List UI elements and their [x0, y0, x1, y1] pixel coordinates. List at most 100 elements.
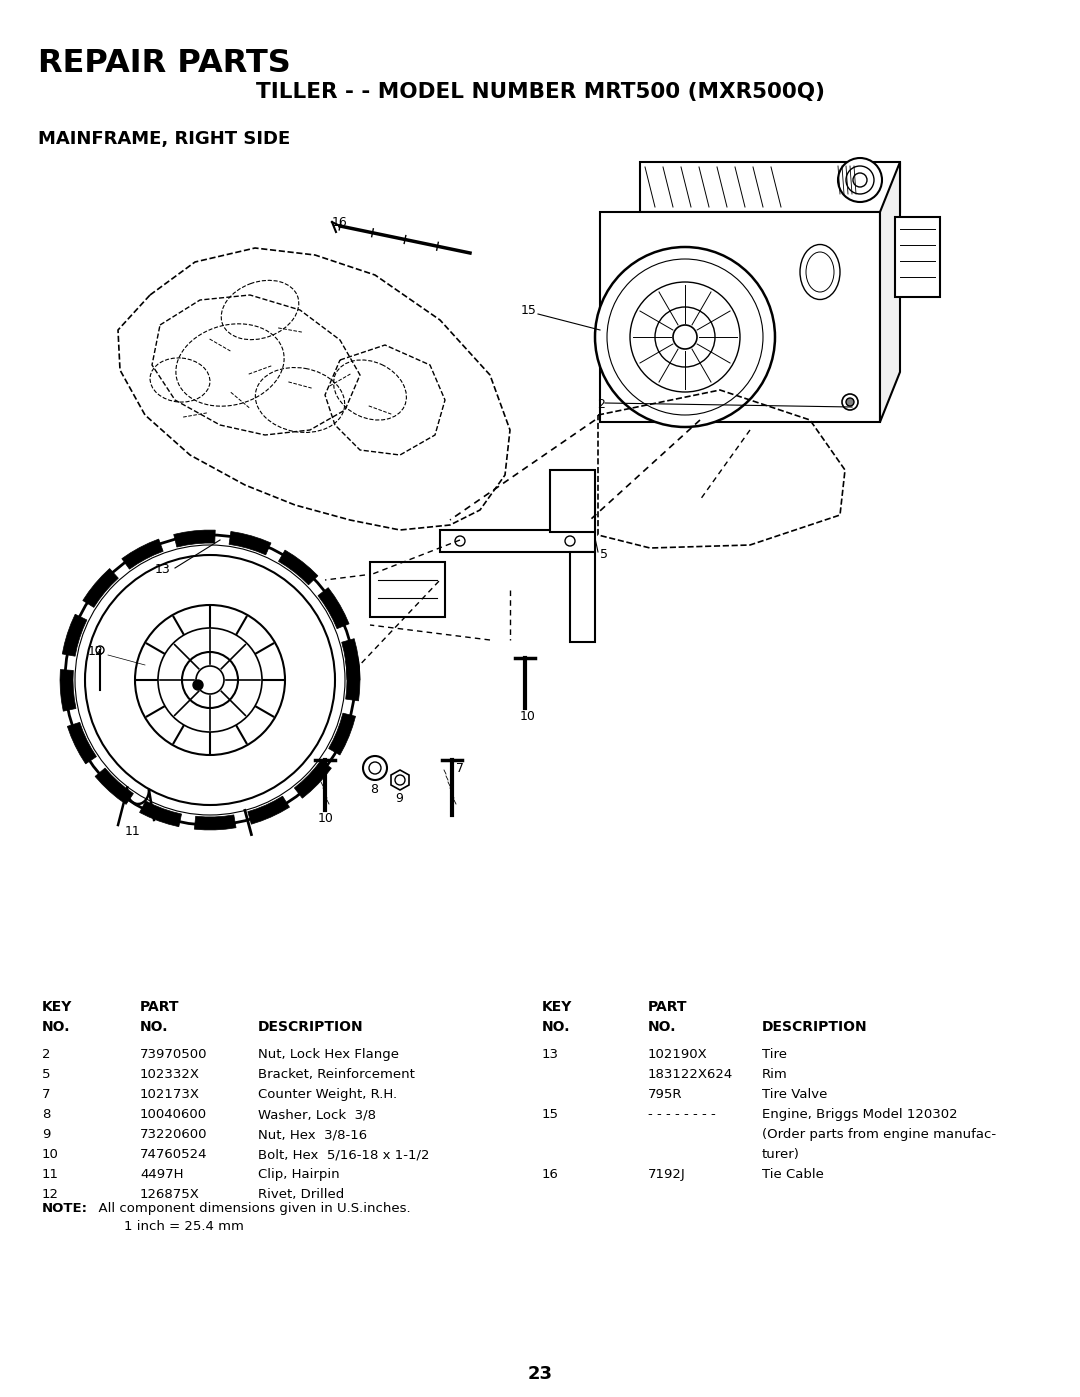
- Text: 10: 10: [42, 1148, 59, 1161]
- Text: 73970500: 73970500: [140, 1048, 207, 1060]
- Circle shape: [96, 645, 104, 654]
- Polygon shape: [139, 800, 181, 827]
- Text: 102173X: 102173X: [140, 1088, 200, 1101]
- Circle shape: [595, 247, 775, 427]
- Text: Nut, Lock Hex Flange: Nut, Lock Hex Flange: [258, 1048, 399, 1060]
- Polygon shape: [67, 722, 96, 764]
- Circle shape: [85, 555, 335, 805]
- Text: Tire Valve: Tire Valve: [762, 1088, 827, 1101]
- Circle shape: [630, 282, 740, 393]
- Text: 1 inch = 25.4 mm: 1 inch = 25.4 mm: [90, 1220, 244, 1234]
- Text: turer): turer): [762, 1148, 800, 1161]
- Ellipse shape: [800, 244, 840, 299]
- Polygon shape: [341, 638, 360, 680]
- Text: 13: 13: [542, 1048, 559, 1060]
- Text: 10: 10: [318, 812, 334, 826]
- Polygon shape: [83, 569, 119, 608]
- Text: REPAIR PARTS: REPAIR PARTS: [38, 47, 291, 80]
- Text: 12: 12: [42, 1187, 59, 1201]
- Text: KEY: KEY: [542, 1000, 572, 1014]
- Text: Tie Cable: Tie Cable: [762, 1168, 824, 1180]
- Circle shape: [846, 398, 854, 407]
- Text: - - - - - - - -: - - - - - - - -: [648, 1108, 716, 1120]
- Text: 9: 9: [395, 792, 403, 805]
- Polygon shape: [60, 669, 76, 711]
- Text: NO.: NO.: [542, 1020, 570, 1034]
- Text: Clip, Hairpin: Clip, Hairpin: [258, 1168, 339, 1180]
- Text: 11: 11: [125, 826, 140, 838]
- Text: 74760524: 74760524: [140, 1148, 207, 1161]
- Circle shape: [654, 307, 715, 367]
- Polygon shape: [194, 814, 237, 830]
- Text: 15: 15: [521, 303, 537, 317]
- Text: 23: 23: [527, 1365, 553, 1383]
- Circle shape: [65, 535, 355, 826]
- Text: MAINFRAME, RIGHT SIDE: MAINFRAME, RIGHT SIDE: [38, 130, 291, 148]
- Text: Counter Weight, R.H.: Counter Weight, R.H.: [258, 1088, 397, 1101]
- Circle shape: [395, 775, 405, 785]
- Text: Nut, Hex  3/8-16: Nut, Hex 3/8-16: [258, 1127, 367, 1141]
- Text: (Order parts from engine manufac-: (Order parts from engine manufac-: [762, 1127, 996, 1141]
- Circle shape: [842, 394, 858, 409]
- Text: DESCRIPTION: DESCRIPTION: [762, 1020, 867, 1034]
- Polygon shape: [229, 531, 271, 555]
- Text: 8: 8: [370, 782, 378, 796]
- Text: TILLER - - MODEL NUMBER MRT500 (MXR500Q): TILLER - - MODEL NUMBER MRT500 (MXR500Q): [256, 82, 824, 102]
- Polygon shape: [122, 539, 163, 569]
- Circle shape: [193, 680, 203, 690]
- Polygon shape: [63, 615, 86, 657]
- Text: PART: PART: [140, 1000, 179, 1014]
- Text: NO.: NO.: [648, 1020, 676, 1034]
- Text: 7: 7: [42, 1088, 51, 1101]
- FancyBboxPatch shape: [550, 469, 595, 532]
- Text: 12: 12: [87, 645, 104, 658]
- Circle shape: [363, 756, 387, 780]
- Text: 7192J: 7192J: [648, 1168, 686, 1180]
- Text: 4497H: 4497H: [140, 1168, 184, 1180]
- FancyBboxPatch shape: [895, 217, 940, 298]
- Polygon shape: [295, 760, 332, 798]
- Text: Rim: Rim: [762, 1067, 787, 1081]
- Polygon shape: [640, 162, 900, 212]
- Text: 10: 10: [519, 710, 536, 724]
- Circle shape: [135, 605, 285, 754]
- Text: 5: 5: [600, 548, 608, 562]
- Text: 5: 5: [42, 1067, 51, 1081]
- Circle shape: [183, 652, 238, 708]
- Text: 183122X624: 183122X624: [648, 1067, 733, 1081]
- Text: Tire: Tire: [762, 1048, 787, 1060]
- Text: 73220600: 73220600: [140, 1127, 207, 1141]
- Text: All component dimensions given in U.S.inches.: All component dimensions given in U.S.in…: [90, 1201, 410, 1215]
- Text: 13: 13: [156, 563, 171, 576]
- Text: 7: 7: [456, 761, 464, 775]
- Text: 102190X: 102190X: [648, 1048, 707, 1060]
- Text: Washer, Lock  3/8: Washer, Lock 3/8: [258, 1108, 376, 1120]
- Text: 8: 8: [42, 1108, 51, 1120]
- Text: DESCRIPTION: DESCRIPTION: [258, 1020, 364, 1034]
- Text: 16: 16: [542, 1168, 558, 1180]
- Circle shape: [838, 158, 882, 203]
- Polygon shape: [328, 712, 355, 754]
- Text: 15: 15: [542, 1108, 559, 1120]
- Circle shape: [853, 173, 867, 187]
- Text: 11: 11: [42, 1168, 59, 1180]
- Circle shape: [607, 258, 762, 415]
- Text: PART: PART: [648, 1000, 688, 1014]
- Text: 2: 2: [42, 1048, 51, 1060]
- Text: Bracket, Reinforcement: Bracket, Reinforcement: [258, 1067, 415, 1081]
- FancyBboxPatch shape: [440, 529, 595, 552]
- Circle shape: [455, 536, 465, 546]
- Circle shape: [75, 545, 345, 814]
- Text: Rivet, Drilled: Rivet, Drilled: [258, 1187, 345, 1201]
- Text: Bolt, Hex  5/16-18 x 1-1/2: Bolt, Hex 5/16-18 x 1-1/2: [258, 1148, 430, 1161]
- Circle shape: [565, 536, 575, 546]
- Text: 795R: 795R: [648, 1088, 683, 1101]
- Text: 10040600: 10040600: [140, 1108, 207, 1120]
- Text: NOTE:: NOTE:: [42, 1201, 87, 1215]
- Polygon shape: [279, 550, 318, 585]
- Polygon shape: [174, 529, 215, 548]
- FancyBboxPatch shape: [570, 552, 595, 643]
- Ellipse shape: [806, 251, 834, 292]
- Text: NO.: NO.: [42, 1020, 70, 1034]
- Text: 2: 2: [597, 398, 605, 411]
